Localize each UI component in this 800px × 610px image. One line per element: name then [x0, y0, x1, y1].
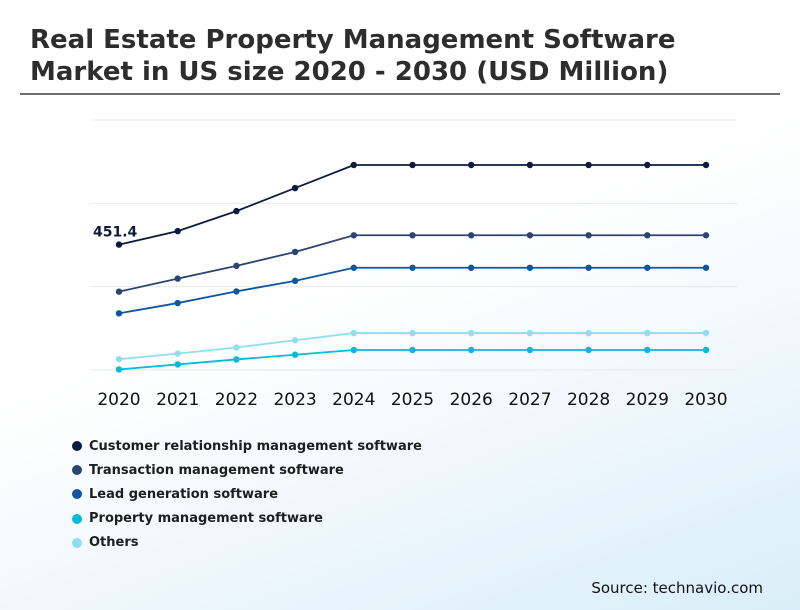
data-point — [350, 264, 357, 271]
legend-marker-icon — [72, 537, 82, 548]
data-point — [115, 310, 123, 317]
data-point — [291, 351, 299, 358]
x-tick-label: 2021 — [156, 390, 199, 410]
x-tick-label: 2022 — [215, 390, 258, 410]
legend-marker-icon — [72, 489, 82, 500]
x-tick-label: 2020 — [97, 390, 140, 410]
chart-title: Real Estate Property Management Software… — [30, 24, 780, 88]
x-tick-label: 2027 — [508, 390, 551, 410]
data-point — [233, 207, 240, 215]
data-point — [174, 275, 181, 282]
legend-label: Property management software — [89, 511, 323, 527]
data-point — [291, 277, 299, 285]
x-tick-label: 2026 — [450, 390, 493, 410]
chart-legend: Customer relationship management softwar… — [72, 434, 422, 555]
data-point — [526, 264, 534, 271]
legend-item: Transaction management software — [72, 458, 422, 482]
data-point — [409, 264, 416, 271]
data-point — [291, 184, 299, 192]
legend-item: Customer relationship management softwar… — [72, 434, 422, 458]
legend-item: Others — [72, 531, 422, 555]
data-point — [409, 346, 416, 354]
data-point — [350, 161, 357, 169]
data-point — [702, 161, 710, 169]
data-point — [174, 350, 181, 357]
data-point — [233, 344, 240, 351]
data-point — [585, 232, 592, 239]
data-point — [468, 264, 475, 271]
data-point — [115, 355, 123, 363]
legend-item: Property management software — [72, 507, 422, 531]
source-note: Source: technavio.com — [591, 579, 763, 597]
data-point — [409, 329, 416, 337]
data-point — [291, 337, 299, 344]
data-point — [526, 232, 534, 239]
data-point — [233, 288, 240, 295]
data-point — [468, 232, 475, 239]
data-point — [350, 329, 357, 337]
data-point — [468, 161, 475, 169]
legend-marker-icon — [72, 513, 82, 524]
legend-label: Others — [89, 535, 139, 551]
series-line — [118, 266, 706, 315]
data-point — [526, 161, 534, 169]
title-divider — [20, 93, 780, 95]
legend-label: Lead generation software — [89, 486, 279, 502]
x-tick-label: 2025 — [391, 390, 434, 410]
data-point — [526, 329, 534, 337]
data-point — [585, 329, 592, 337]
data-point — [291, 248, 299, 256]
series-line — [118, 234, 706, 293]
legend-label: Transaction management software — [89, 462, 344, 478]
legend-marker-icon — [72, 441, 82, 452]
data-point — [174, 227, 181, 235]
data-point — [409, 232, 416, 239]
data-point — [644, 346, 651, 354]
data-point — [233, 262, 240, 270]
legend-item: Lead generation software — [72, 482, 422, 506]
data-point — [233, 356, 240, 363]
data-point — [644, 232, 651, 239]
data-point — [350, 346, 357, 354]
data-point — [468, 346, 475, 354]
data-point — [409, 161, 416, 169]
data-point — [702, 264, 710, 271]
x-tick-label: 2023 — [273, 390, 316, 410]
x-tick-label: 2028 — [567, 390, 610, 410]
data-point — [468, 329, 475, 337]
data-point — [174, 361, 181, 368]
data-label: 451.4 — [93, 225, 138, 241]
data-point — [174, 299, 181, 307]
x-tick-label: 2029 — [626, 390, 669, 410]
data-point — [115, 288, 123, 295]
data-point — [115, 366, 123, 373]
data-point — [644, 264, 651, 271]
legend-marker-icon — [72, 465, 82, 476]
data-point — [702, 329, 710, 337]
chart-title-line-2: Market in US size 2020 - 2030 (USD Milli… — [30, 57, 669, 87]
data-point — [585, 264, 592, 271]
series-line — [118, 332, 706, 361]
data-point — [702, 346, 710, 354]
line-chart: 2020 2021 2022 2023 2024 2025 2026 2027 2028 2029… — [90, 119, 737, 410]
x-tick-label: 2024 — [332, 390, 375, 410]
data-point — [350, 232, 357, 239]
data-point — [115, 241, 123, 248]
data-point — [702, 232, 710, 239]
data-point — [526, 346, 534, 354]
chart-title-line-1: Real Estate Property Management Software — [30, 25, 676, 55]
data-point — [644, 329, 651, 337]
x-tick-label: 2030 — [684, 390, 727, 410]
data-point — [585, 346, 592, 354]
data-point — [644, 161, 651, 169]
legend-label: Customer relationship management softwar… — [89, 438, 422, 454]
data-point — [585, 161, 592, 169]
